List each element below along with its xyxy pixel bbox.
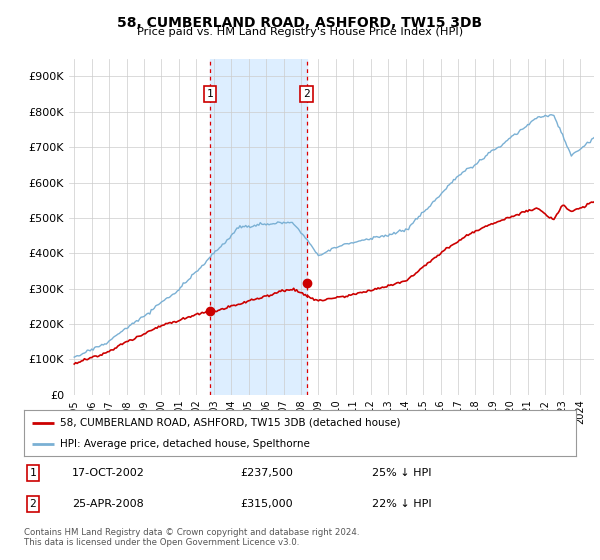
Text: £315,000: £315,000 [240, 499, 293, 509]
Text: 2: 2 [29, 499, 37, 509]
Text: Price paid vs. HM Land Registry's House Price Index (HPI): Price paid vs. HM Land Registry's House … [137, 27, 463, 37]
Text: Contains HM Land Registry data © Crown copyright and database right 2024.
This d: Contains HM Land Registry data © Crown c… [24, 528, 359, 547]
Text: 58, CUMBERLAND ROAD, ASHFORD, TW15 3DB (detached house): 58, CUMBERLAND ROAD, ASHFORD, TW15 3DB (… [60, 418, 400, 428]
Text: 25% ↓ HPI: 25% ↓ HPI [372, 468, 431, 478]
Text: 1: 1 [29, 468, 37, 478]
Text: 58, CUMBERLAND ROAD, ASHFORD, TW15 3DB: 58, CUMBERLAND ROAD, ASHFORD, TW15 3DB [118, 16, 482, 30]
Text: 2: 2 [303, 89, 310, 99]
Text: 22% ↓ HPI: 22% ↓ HPI [372, 499, 431, 509]
Text: £237,500: £237,500 [240, 468, 293, 478]
Bar [210, 59, 307, 395]
Text: 1: 1 [207, 89, 214, 99]
Text: 25-APR-2008: 25-APR-2008 [72, 499, 144, 509]
Text: 17-OCT-2002: 17-OCT-2002 [72, 468, 145, 478]
Text: HPI: Average price, detached house, Spelthorne: HPI: Average price, detached house, Spel… [60, 439, 310, 449]
